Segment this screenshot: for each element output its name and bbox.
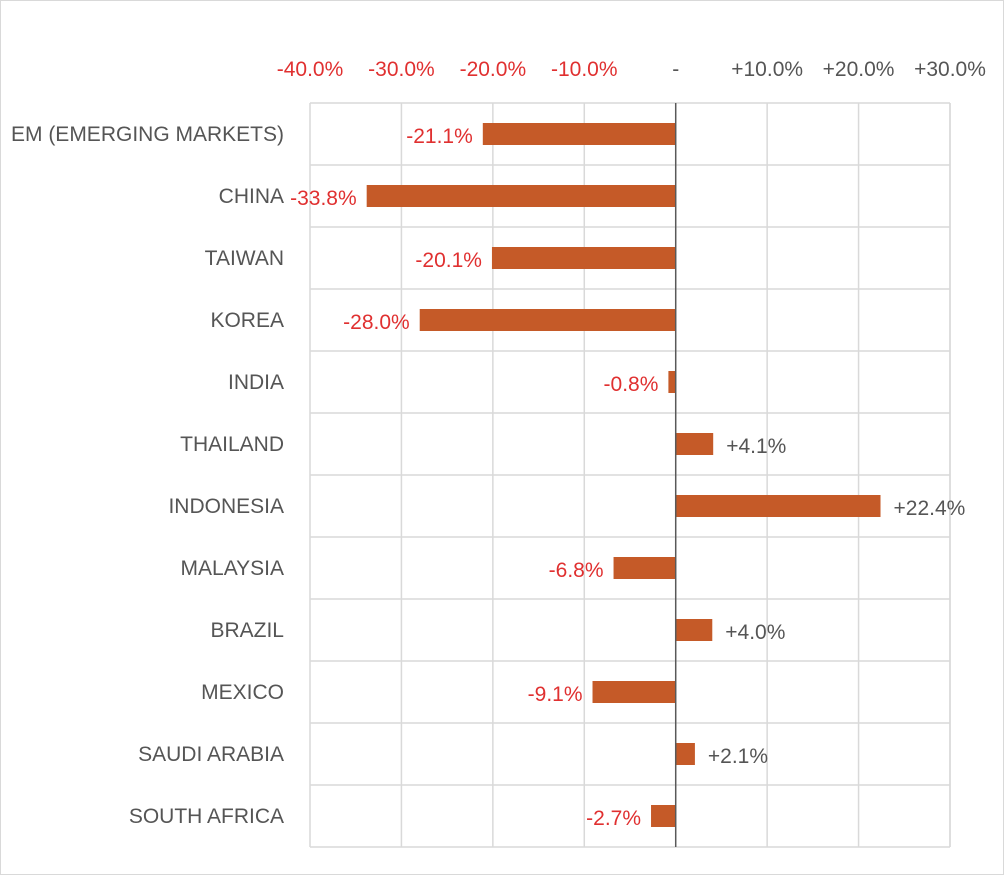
x-tick-labels: -40.0% -30.0% -20.0% -10.0% - +10.0% +20.0% +30… <box>277 58 986 81</box>
data-label: -9.1% <box>528 683 583 706</box>
data-label: +4.1% <box>726 435 786 458</box>
data-label: -33.8% <box>290 187 357 210</box>
bar <box>482 123 676 145</box>
category-label: THAILAND <box>180 433 284 456</box>
bar <box>366 185 676 207</box>
x-tick-label: - <box>672 58 679 81</box>
bar <box>675 743 695 765</box>
category-labels: EM (EMERGING MARKETS) CHINA TAIWAN KOREA IND… <box>11 123 284 828</box>
category-label: INDONESIA <box>168 495 284 518</box>
x-tick-label: +20.0% <box>823 58 895 81</box>
bar <box>613 557 676 579</box>
bar <box>675 619 713 641</box>
category-label: SOUTH AFRICA <box>129 805 284 828</box>
category-label: MEXICO <box>201 681 284 704</box>
bar <box>651 805 676 827</box>
x-tick-label: +10.0% <box>731 58 803 81</box>
category-label: EM (EMERGING MARKETS) <box>11 123 284 146</box>
data-labels: -21.1% -33.8% -20.1% -28.0% -0.8% +4.1% +22.4%… <box>290 125 965 830</box>
bar <box>675 495 881 517</box>
x-tick-label: -40.0% <box>277 58 344 81</box>
bars <box>366 123 881 827</box>
x-tick-label: -30.0% <box>368 58 435 81</box>
category-label: MALAYSIA <box>181 557 284 580</box>
category-label: BRAZIL <box>210 619 284 642</box>
category-label: INDIA <box>228 371 284 394</box>
x-tick-label: -20.0% <box>460 58 527 81</box>
bar <box>675 433 714 455</box>
bar <box>592 681 676 703</box>
data-label: -0.8% <box>604 373 659 396</box>
data-label: +4.0% <box>725 621 785 644</box>
bar <box>491 247 676 269</box>
grid-layer <box>309 102 951 848</box>
x-tick-label: -10.0% <box>551 58 618 81</box>
data-label: -6.8% <box>549 559 604 582</box>
data-label: -21.1% <box>406 125 473 148</box>
category-label: KOREA <box>210 309 284 332</box>
category-label: SAUDI ARABIA <box>138 743 284 766</box>
bar <box>419 309 676 331</box>
bar <box>668 371 676 393</box>
data-label: -2.7% <box>586 807 641 830</box>
data-label: +22.4% <box>894 497 966 520</box>
category-label: TAIWAN <box>205 247 284 270</box>
data-label: +2.1% <box>708 745 768 768</box>
data-label: -20.1% <box>415 249 482 272</box>
category-label: CHINA <box>219 185 284 208</box>
data-label: -28.0% <box>343 311 410 334</box>
x-tick-label: +30.0% <box>914 58 986 81</box>
